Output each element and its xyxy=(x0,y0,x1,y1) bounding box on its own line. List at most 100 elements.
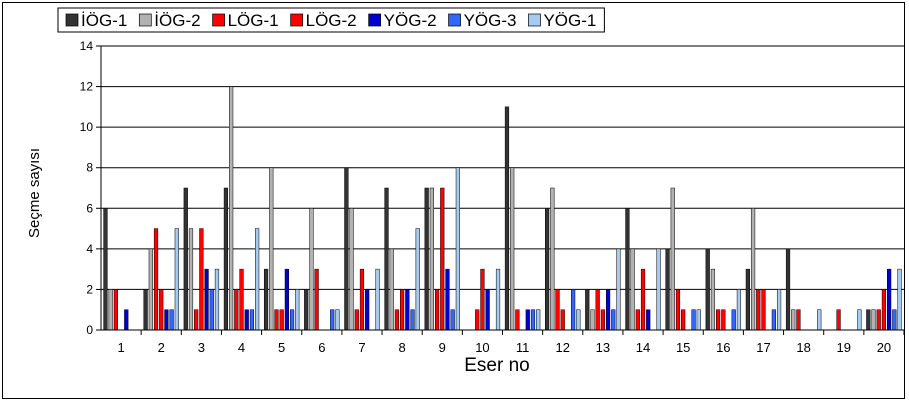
x-tick-label: 19 xyxy=(837,340,851,355)
gridlines xyxy=(101,45,904,331)
bar xyxy=(103,208,108,331)
bar xyxy=(510,167,515,331)
bar xyxy=(330,309,335,331)
x-tick-label: 13 xyxy=(596,340,610,355)
bar xyxy=(515,309,520,331)
bar xyxy=(731,309,736,331)
bar xyxy=(415,228,420,331)
bar xyxy=(304,289,309,331)
legend-label: LÖG-2 xyxy=(306,11,357,30)
legend-label: YÖG-2 xyxy=(384,11,437,30)
bar xyxy=(605,289,611,331)
axes xyxy=(96,45,905,335)
bar xyxy=(204,268,209,331)
x-tick-label: 14 xyxy=(636,340,650,355)
legend-swatch xyxy=(212,13,225,27)
bar xyxy=(675,289,681,331)
bar xyxy=(796,309,801,331)
bar xyxy=(881,289,887,331)
bar xyxy=(485,289,490,331)
bar xyxy=(670,187,675,331)
bar xyxy=(255,228,260,331)
bar xyxy=(108,289,113,331)
bar xyxy=(188,228,194,331)
x-tick-label: 10 xyxy=(475,340,489,355)
y-tick-label: 0 xyxy=(86,323,93,337)
bars xyxy=(103,86,902,331)
bar xyxy=(209,289,214,331)
y-tick-labels: 0 2 4 6 8 10 12 14 xyxy=(80,39,94,337)
bar xyxy=(504,106,510,331)
bar xyxy=(691,309,696,331)
x-tick-label: 1 xyxy=(117,340,124,355)
bar xyxy=(681,309,686,331)
bar xyxy=(244,309,249,331)
bar xyxy=(284,268,289,331)
bar xyxy=(174,228,179,331)
bar xyxy=(750,208,756,331)
bar xyxy=(450,309,455,331)
bar xyxy=(495,268,501,331)
bar xyxy=(455,167,460,331)
bar xyxy=(249,309,255,331)
bar xyxy=(480,268,485,331)
x-tick-label: 5 xyxy=(278,340,285,355)
chart-frame: İÖG-1 İÖG-2 LÖG-1 LÖG-2 YÖG-2 YÖG-3 YÖG-1 0 2 4 6… xyxy=(2,2,905,399)
bar xyxy=(289,309,295,331)
bar xyxy=(344,167,349,331)
legend: İÖG-1 İÖG-2 LÖG-1 LÖG-2 YÖG-2 YÖG-3 YÖG-1 xyxy=(57,7,605,33)
bar xyxy=(199,228,204,331)
bar xyxy=(571,289,576,331)
bar xyxy=(164,309,169,331)
bar xyxy=(314,268,319,331)
y-tick-label: 2 xyxy=(86,282,93,296)
bar xyxy=(536,309,541,331)
bar xyxy=(530,309,536,331)
bar xyxy=(665,248,670,331)
bar xyxy=(897,268,902,331)
x-tick-label: 8 xyxy=(399,340,406,355)
bar xyxy=(576,309,581,331)
bar xyxy=(424,187,429,331)
bar xyxy=(269,167,274,331)
bar xyxy=(611,309,616,331)
y-tick-label: 8 xyxy=(86,161,93,175)
bar xyxy=(375,268,380,331)
bar xyxy=(817,309,822,331)
bar xyxy=(635,309,640,331)
bar xyxy=(169,309,174,331)
bar xyxy=(389,248,394,331)
legend-swatch xyxy=(290,13,303,27)
y-tick-label: 6 xyxy=(86,201,93,215)
bar xyxy=(771,309,776,331)
y-tick-label: 10 xyxy=(80,120,94,134)
legend-label: İÖG-2 xyxy=(154,11,200,30)
x-tick-label: 16 xyxy=(716,340,730,355)
bar xyxy=(705,248,710,331)
bar xyxy=(876,309,881,331)
bar xyxy=(745,268,750,331)
bar xyxy=(761,289,766,331)
bar xyxy=(836,309,841,331)
bar xyxy=(857,309,862,331)
bar xyxy=(309,208,314,331)
bar xyxy=(445,268,450,331)
bar xyxy=(866,309,871,331)
y-tick-label: 4 xyxy=(86,242,93,256)
bar xyxy=(785,248,791,331)
bar xyxy=(239,268,244,331)
x-tick-label: 17 xyxy=(756,340,770,355)
legend-label: YÖG-1 xyxy=(543,11,596,30)
bar xyxy=(335,309,340,331)
y-tick-label: 12 xyxy=(80,80,94,94)
bar xyxy=(625,208,630,331)
bar xyxy=(349,208,354,331)
bar xyxy=(359,268,365,331)
y-tick-label: 14 xyxy=(80,39,94,53)
bar xyxy=(710,268,716,331)
bar xyxy=(590,309,595,331)
bar xyxy=(595,289,600,331)
bar xyxy=(229,86,234,331)
bar xyxy=(600,309,605,331)
bar xyxy=(410,309,415,331)
